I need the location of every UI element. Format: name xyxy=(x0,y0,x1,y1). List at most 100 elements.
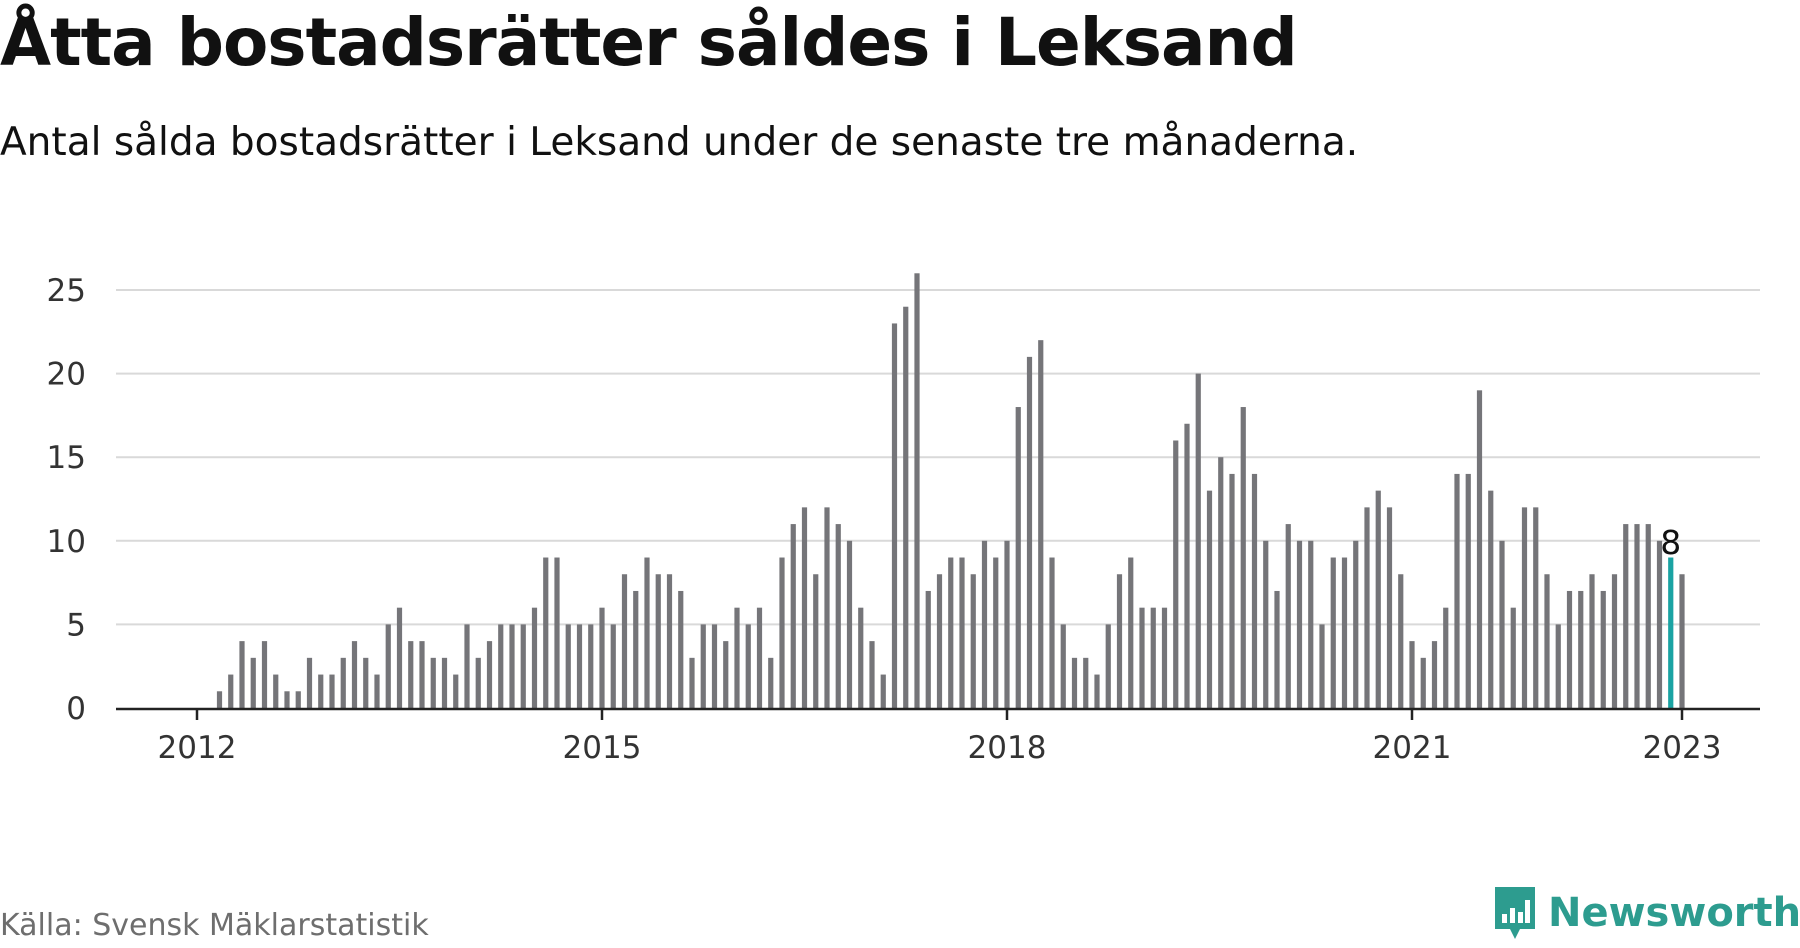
bar xyxy=(1600,590,1606,708)
y-tick-label: 25 xyxy=(47,273,86,309)
bar xyxy=(1364,507,1370,708)
bar xyxy=(408,641,414,708)
bar xyxy=(1353,540,1359,708)
bar xyxy=(610,624,616,708)
bar xyxy=(1679,574,1685,708)
bar xyxy=(779,557,785,708)
bar xyxy=(936,574,943,708)
bar xyxy=(1589,574,1595,708)
bar xyxy=(1431,641,1438,708)
bar xyxy=(340,657,346,708)
bar xyxy=(678,590,684,708)
bar xyxy=(1398,574,1404,708)
bar xyxy=(1139,607,1145,708)
y-tick-label: 0 xyxy=(66,691,86,727)
bar xyxy=(666,574,673,708)
bar xyxy=(1026,356,1033,708)
source-note: Källa: Svensk Mäklarstatistik xyxy=(0,908,429,943)
brand-logo[interactable]: Newsworthy xyxy=(1492,884,1800,942)
bar xyxy=(1533,507,1539,708)
bar xyxy=(284,691,290,708)
chart-title: Åtta bostadsrätter såldes i Leksand xyxy=(0,4,1298,81)
y-tick-label: 15 xyxy=(47,440,86,476)
bar xyxy=(216,691,223,708)
bar xyxy=(1094,674,1100,708)
bar xyxy=(464,624,470,708)
bar xyxy=(374,674,380,708)
bar xyxy=(363,657,369,708)
bar xyxy=(1645,524,1651,708)
highlight-value-label: 8 xyxy=(1660,523,1681,562)
bar xyxy=(959,557,965,708)
bar xyxy=(565,624,571,708)
bar xyxy=(430,657,436,708)
x-tick-label: 2015 xyxy=(563,730,642,766)
bar xyxy=(869,641,875,708)
bar xyxy=(576,624,583,708)
x-tick-label: 2021 xyxy=(1373,730,1452,766)
bar xyxy=(655,574,661,708)
bar xyxy=(880,674,886,708)
bar xyxy=(475,657,481,708)
bar xyxy=(925,590,931,708)
bar xyxy=(441,657,448,708)
bar xyxy=(1319,624,1325,708)
bar xyxy=(1443,607,1449,708)
bar xyxy=(1128,557,1134,708)
bar xyxy=(1566,590,1573,708)
bar xyxy=(1004,540,1010,708)
x-tick-label: 2023 xyxy=(1643,730,1722,766)
bar xyxy=(723,641,729,708)
bar xyxy=(846,540,853,708)
bar xyxy=(1476,390,1483,708)
bar xyxy=(1251,473,1258,708)
bar xyxy=(531,607,538,708)
bar xyxy=(1083,657,1089,708)
bar xyxy=(385,624,391,708)
bar xyxy=(1274,590,1280,708)
x-axis-ticks: 2012 2015 2018 2021 2023 xyxy=(158,709,1722,766)
bar xyxy=(745,624,751,708)
bar xyxy=(1218,457,1224,708)
bar xyxy=(396,607,403,708)
bar xyxy=(1375,490,1381,708)
bar xyxy=(1150,607,1156,708)
bar-series xyxy=(216,273,1685,708)
bar xyxy=(858,607,864,708)
bar xyxy=(1015,407,1021,708)
bar xyxy=(1488,490,1494,708)
bar xyxy=(644,557,650,708)
bar xyxy=(1656,540,1663,708)
bar xyxy=(351,641,358,708)
bar xyxy=(1229,473,1235,708)
bar xyxy=(1240,407,1246,708)
bar xyxy=(689,657,695,708)
bar xyxy=(329,674,335,708)
bar xyxy=(1521,507,1528,708)
bar xyxy=(1308,540,1314,708)
bar xyxy=(711,624,718,708)
bar xyxy=(1071,657,1078,708)
bar xyxy=(1173,440,1179,708)
bar xyxy=(273,674,279,708)
bar xyxy=(1510,607,1516,708)
bar xyxy=(621,574,628,708)
bar xyxy=(1285,524,1291,708)
y-axis-labels: 0 5 10 15 20 25 xyxy=(47,273,86,727)
highlight-bar xyxy=(1668,557,1674,708)
y-tick-label: 10 xyxy=(47,524,86,560)
y-tick-label: 20 xyxy=(47,357,86,393)
bar xyxy=(1386,507,1393,708)
bar xyxy=(1060,624,1066,708)
bar xyxy=(790,524,796,708)
bar xyxy=(734,607,740,708)
bar xyxy=(295,691,301,708)
bar xyxy=(543,557,549,708)
bar xyxy=(813,574,819,708)
bar xyxy=(588,624,594,708)
bar xyxy=(318,674,324,708)
bar xyxy=(993,557,999,708)
bar xyxy=(1341,557,1348,708)
chart-subtitle: Antal sålda bostadsrätter i Leksand unde… xyxy=(0,120,1359,165)
bar xyxy=(633,590,639,708)
